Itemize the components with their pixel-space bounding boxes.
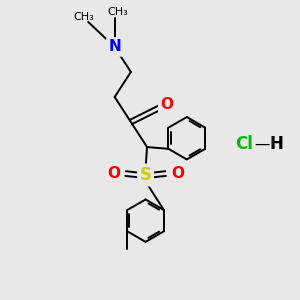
Text: O: O — [160, 97, 173, 112]
Text: O: O — [171, 166, 184, 181]
Text: S: S — [140, 166, 152, 184]
Text: —: — — [254, 136, 269, 152]
Text: N: N — [108, 39, 121, 54]
Text: H: H — [270, 135, 283, 153]
Text: O: O — [107, 166, 120, 181]
Text: CH₃: CH₃ — [108, 7, 129, 17]
Text: CH₃: CH₃ — [74, 13, 94, 22]
Text: Cl: Cl — [235, 135, 253, 153]
